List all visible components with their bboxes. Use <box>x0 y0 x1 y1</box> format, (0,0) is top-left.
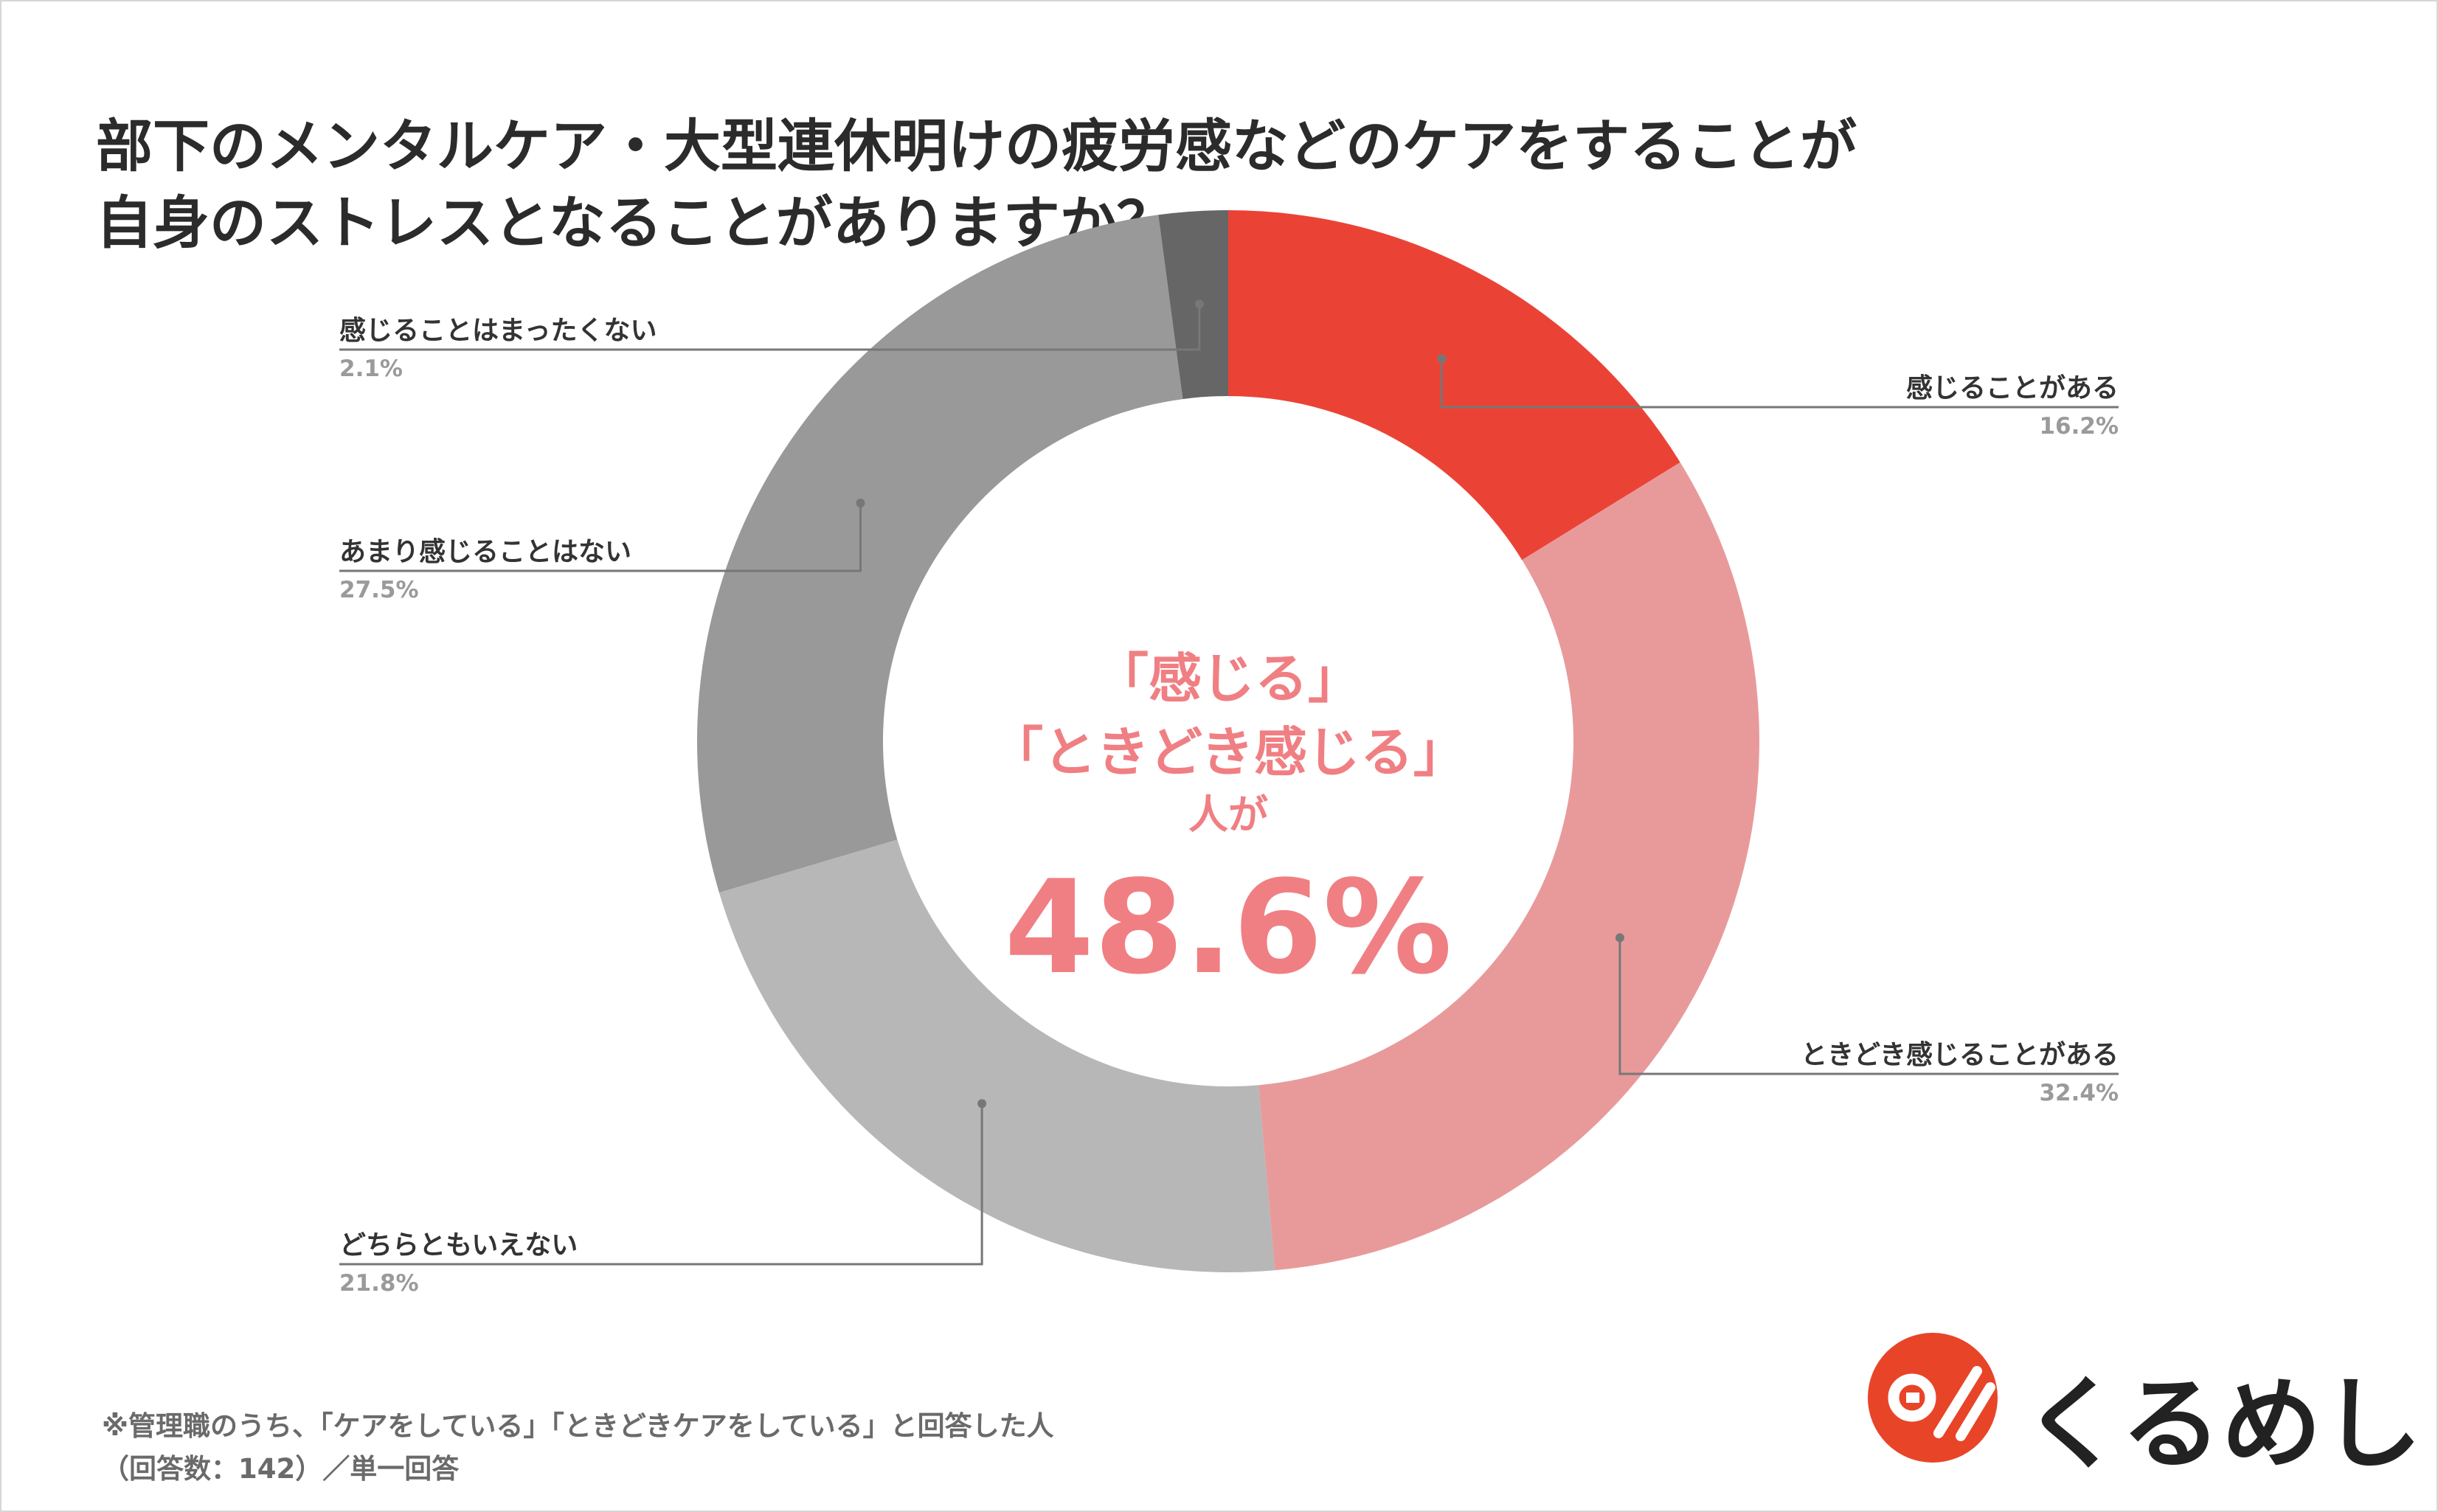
slice-labels: 感じることがある 16.2% ときどき感じることがある 32.4% どちらともいえない 2… <box>339 316 2119 1297</box>
slice-value-4: 27.5% <box>339 577 419 603</box>
leader-line-2 <box>1618 937 2119 1075</box>
kurumeshi-logo-icon <box>1868 1333 1998 1463</box>
footnote-line-1: ※管理職のうち、「ケアをしている」「ときどきケアをしている」と回答した人 <box>102 1410 1054 1442</box>
slice-value-5: 2.1% <box>339 356 403 382</box>
footnote: ※管理職のうち、「ケアをしている」「ときどきケアをしている」と回答した人 （回答… <box>102 1405 1356 1491</box>
label-leaders <box>339 299 2119 1266</box>
slice-label-5: 感じることはまったくない <box>339 316 657 346</box>
slice-value-2: 32.4% <box>2039 1080 2119 1106</box>
leader-line-1 <box>1440 358 2119 409</box>
slice-value-3: 21.8% <box>339 1270 419 1297</box>
slice-value-1: 16.2% <box>2039 413 2119 440</box>
slice-label-1: 感じることがある <box>1906 373 2119 403</box>
center-line-2: 「ときどき感じる」 <box>990 721 1466 783</box>
leader-line-5 <box>339 304 1201 351</box>
slice-4 <box>697 215 1183 893</box>
footnote-line-2: （回答数：142）／単一回答 <box>102 1453 460 1485</box>
slice-3 <box>718 839 1275 1272</box>
brand-logo: くるめし <box>1859 1324 2422 1483</box>
slice-2 <box>1258 462 1759 1271</box>
leader-line-4 <box>339 503 862 572</box>
donut-slices <box>697 210 1759 1272</box>
slice-label-4: あまり感じることはない <box>339 537 631 567</box>
chart-title: 部下のメンタルケア・大型連休明けの疲労感などのケアをすることが 自身のストレスと… <box>96 109 2235 263</box>
leader-line-3 <box>339 1103 983 1266</box>
slice-5 <box>1158 210 1228 400</box>
chart-title-line-2: 自身のストレスとなることがありますか？ <box>96 191 1174 257</box>
center-line-3: 人が <box>1188 791 1268 838</box>
brand-name: くるめし <box>2023 1367 2423 1483</box>
center-line-1: 「感じる」 <box>1095 648 1361 710</box>
slice-1 <box>1228 210 1680 561</box>
slice-label-3: どちらともいえない <box>339 1230 578 1260</box>
center-value: 48.6% <box>1004 853 1452 1003</box>
slice-label-2: ときどき感じることがある <box>1801 1040 2119 1070</box>
center-summary: 「感じる」 「ときどき感じる」 人が 48.6% <box>933 642 1523 1006</box>
chart-title-line-1: 部下のメンタルケア・大型連休明けの疲労感などのケアをすることが <box>96 114 1857 180</box>
